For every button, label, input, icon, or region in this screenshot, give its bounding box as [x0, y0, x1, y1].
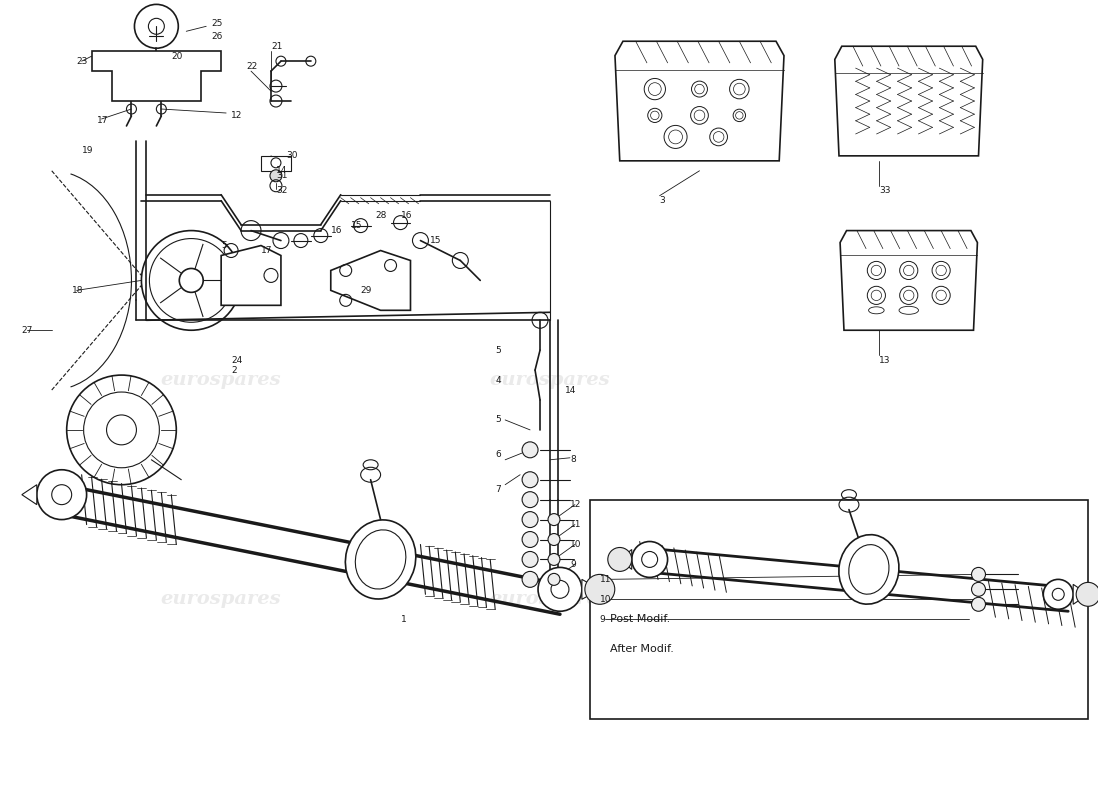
Text: 15: 15	[430, 236, 442, 245]
Polygon shape	[840, 230, 978, 330]
Circle shape	[1043, 579, 1074, 610]
Text: 17: 17	[97, 117, 108, 126]
Circle shape	[522, 512, 538, 527]
Text: 11: 11	[600, 575, 612, 584]
Text: 29: 29	[361, 286, 372, 295]
Polygon shape	[91, 51, 221, 101]
Circle shape	[522, 531, 538, 547]
Polygon shape	[331, 250, 410, 310]
Text: Post Modif.: Post Modif.	[609, 614, 670, 624]
Polygon shape	[835, 46, 982, 156]
Text: 8: 8	[570, 455, 575, 464]
Circle shape	[522, 472, 538, 488]
Text: 31: 31	[276, 171, 287, 180]
Circle shape	[538, 567, 582, 611]
Ellipse shape	[839, 534, 899, 604]
Circle shape	[548, 554, 560, 566]
Text: 12: 12	[570, 500, 581, 509]
Polygon shape	[619, 550, 631, 570]
Text: 6: 6	[495, 450, 500, 459]
Text: 21: 21	[271, 42, 283, 50]
Text: 20: 20	[172, 52, 183, 61]
Polygon shape	[615, 42, 784, 161]
Text: 10: 10	[570, 540, 582, 549]
Text: 27: 27	[22, 326, 33, 334]
Circle shape	[522, 551, 538, 567]
Text: 4: 4	[495, 375, 500, 385]
Text: 24: 24	[231, 356, 242, 365]
Circle shape	[548, 574, 560, 586]
Polygon shape	[261, 156, 290, 170]
Polygon shape	[22, 485, 36, 505]
Text: eurospares: eurospares	[161, 590, 282, 608]
Polygon shape	[582, 579, 600, 599]
Circle shape	[585, 574, 615, 604]
Text: 16: 16	[400, 211, 412, 220]
Circle shape	[631, 542, 668, 578]
Text: 10: 10	[600, 595, 612, 604]
Polygon shape	[1074, 584, 1088, 604]
Text: 28: 28	[375, 211, 387, 220]
Text: 33: 33	[879, 186, 890, 195]
Text: 13: 13	[879, 356, 890, 365]
Text: 9: 9	[600, 614, 606, 624]
Circle shape	[522, 571, 538, 587]
Text: 11: 11	[570, 520, 582, 529]
Text: eurospares: eurospares	[739, 590, 859, 608]
Text: eurospares: eurospares	[490, 371, 610, 389]
Circle shape	[36, 470, 87, 519]
Text: 9: 9	[570, 560, 575, 569]
Text: 23: 23	[77, 57, 88, 66]
Text: 18: 18	[72, 286, 84, 295]
Circle shape	[971, 567, 986, 582]
Circle shape	[522, 492, 538, 508]
Circle shape	[548, 534, 560, 546]
Circle shape	[1076, 582, 1100, 606]
Bar	[590, 500, 1088, 719]
Text: 14: 14	[565, 386, 576, 394]
Circle shape	[971, 598, 986, 611]
Text: 5: 5	[495, 346, 500, 354]
Text: 25: 25	[211, 19, 222, 28]
Text: eurospares: eurospares	[490, 590, 610, 608]
Text: 5: 5	[495, 415, 500, 425]
Polygon shape	[221, 246, 280, 306]
Circle shape	[270, 170, 282, 182]
Circle shape	[608, 547, 631, 571]
Text: eurospares: eurospares	[161, 371, 282, 389]
Circle shape	[522, 442, 538, 458]
Circle shape	[971, 582, 986, 596]
Text: 15: 15	[351, 221, 362, 230]
Text: 7: 7	[495, 485, 500, 494]
Ellipse shape	[345, 520, 416, 599]
Text: 16: 16	[331, 226, 342, 235]
Text: 2: 2	[231, 366, 236, 374]
Circle shape	[548, 514, 560, 526]
Text: 14: 14	[276, 166, 287, 175]
Text: 1: 1	[400, 614, 406, 624]
Text: 5: 5	[221, 241, 227, 250]
Text: 22: 22	[246, 62, 257, 70]
Text: 3: 3	[660, 196, 666, 205]
Text: 30: 30	[286, 151, 297, 160]
Text: 32: 32	[276, 186, 287, 195]
Text: 12: 12	[231, 111, 242, 121]
Text: 26: 26	[211, 32, 222, 41]
Text: 19: 19	[81, 146, 94, 155]
Text: 17: 17	[261, 246, 273, 255]
Text: After Modif.: After Modif.	[609, 644, 673, 654]
